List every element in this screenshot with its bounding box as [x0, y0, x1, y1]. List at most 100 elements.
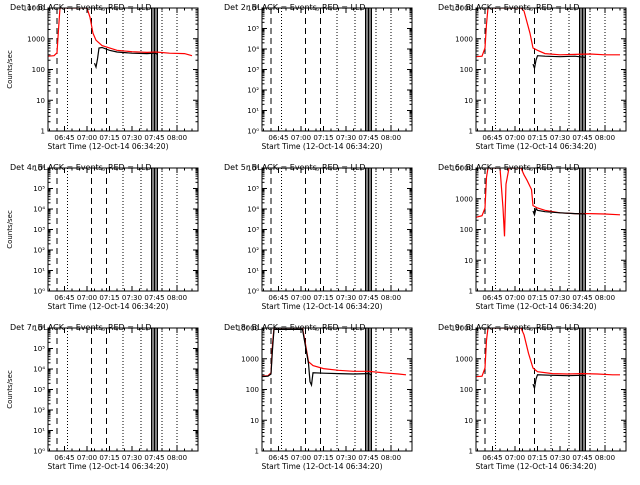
x-tick-label: 07:00 — [291, 454, 311, 462]
x-tick-label: 06:45 — [268, 294, 288, 302]
x-tick-label: 07:15 — [99, 454, 119, 462]
x-tick-label: 07:00 — [291, 134, 311, 142]
y-tick-label: 1000 — [241, 355, 259, 363]
y-tick-label: 10¹ — [33, 427, 45, 435]
x-tick-label: 07:00 — [291, 294, 311, 302]
x-tick-label: 07:15 — [527, 454, 547, 462]
x-tick-label: 07:15 — [313, 134, 333, 142]
x-tick-label: 07:30 — [336, 134, 356, 142]
x-axis-label: Start Time (12-Oct-14 06:34:20) — [475, 302, 596, 311]
x-axis-label: Start Time (12-Oct-14 06:34:20) — [475, 142, 596, 151]
x-tick-label: 08:00 — [595, 294, 615, 302]
events-series-line — [93, 46, 158, 70]
series-group — [262, 328, 407, 388]
x-tick-label: 07:45 — [144, 454, 164, 462]
y-tick-label: 10³ — [247, 66, 259, 74]
y-tick-label: 10⁴ — [247, 206, 259, 214]
detector-panel-1r: 1 10 100 1000 10000 06:45 07:00 07:15 07:30 07:45… — [6, 3, 199, 151]
y-tick-label: 10⁴ — [247, 46, 259, 54]
x-tick-label: 07:15 — [99, 134, 119, 142]
detector-panel-9r: 1 10 100 1000 10000 06:45 07:00 07:15 07:30 07:45… — [438, 323, 627, 471]
y-tick-label: 10⁵ — [33, 345, 45, 353]
y-tick-label: 10000 — [451, 165, 473, 173]
panel-title: Det 5r BLACK = Events, RED = LLD — [224, 163, 366, 172]
y-tick-label: 10⁴ — [33, 366, 45, 374]
y-tick-label: 10⁰ — [247, 128, 259, 136]
lld-series-line — [476, 168, 621, 237]
x-tick-label: 07:15 — [313, 294, 333, 302]
panel-title: Det 6r BLACK = Events, RED = LLD — [438, 163, 580, 172]
y-tick-label: 10 — [250, 417, 259, 425]
panel-title: Det 9r BLACK = Events, RED = LLD — [438, 323, 580, 332]
y-tick-label: 10 — [36, 97, 45, 105]
y-tick-label: 1000 — [27, 35, 45, 43]
y-tick-label: 1000 — [455, 355, 473, 363]
x-tick-label: 08:00 — [167, 294, 187, 302]
y-tick-label: 100 — [246, 386, 259, 394]
y-tick-label: 10 — [464, 257, 473, 265]
lld-series-line — [262, 328, 407, 377]
x-tick-label: 07:30 — [550, 454, 570, 462]
x-axis-label: Start Time (12-Oct-14 06:34:20) — [47, 142, 168, 151]
y-tick-label: 10⁵ — [247, 25, 259, 33]
x-tick-label: 07:30 — [122, 454, 142, 462]
y-tick-label: 1 — [469, 448, 473, 456]
x-tick-label: 07:15 — [313, 454, 333, 462]
y-tick-label: 10⁶ — [247, 165, 259, 173]
y-tick-label: 1000 — [455, 195, 473, 203]
y-tick-label: 10⁶ — [247, 5, 259, 13]
x-tick-label: 06:45 — [482, 294, 502, 302]
x-tick-label: 07:45 — [144, 134, 164, 142]
y-tick-label: 10⁰ — [247, 288, 259, 296]
y-tick-label: 10000 — [451, 5, 473, 13]
x-tick-label: 07:45 — [358, 454, 378, 462]
x-tick-label: 07:15 — [99, 294, 119, 302]
events-series-line — [532, 55, 586, 71]
x-axis-label: Start Time (12-Oct-14 06:34:20) — [47, 462, 168, 471]
x-tick-label: 07:15 — [527, 134, 547, 142]
panel-title: Det 2r BLACK = Events, RED = LLD — [224, 3, 366, 12]
y-tick-label: 10000 — [23, 5, 45, 13]
x-tick-label: 07:30 — [550, 294, 570, 302]
x-tick-label: 08:00 — [381, 134, 401, 142]
y-tick-label: 10⁶ — [33, 165, 45, 173]
x-tick-label: 07:45 — [572, 454, 592, 462]
x-tick-label: 07:00 — [77, 454, 97, 462]
x-tick-label: 06:45 — [268, 134, 288, 142]
y-tick-label: 10³ — [247, 226, 259, 234]
y-tick-label: 10⁰ — [33, 288, 45, 296]
x-tick-label: 08:00 — [381, 294, 401, 302]
x-tick-label: 08:00 — [595, 454, 615, 462]
series-group — [476, 8, 620, 71]
x-tick-label: 06:45 — [482, 134, 502, 142]
y-axis-label: Counts/sec — [6, 50, 14, 89]
y-tick-label: 100 — [32, 66, 45, 74]
panel-title: Det 7r BLACK = Events, RED = LLD — [10, 323, 152, 332]
detector-panel-3r: 1 10 100 1000 10000 06:45 07:00 07:15 07:30 07:45… — [438, 3, 627, 151]
y-tick-label: 10² — [247, 247, 259, 255]
y-tick-label: 10¹ — [247, 107, 259, 115]
x-tick-label: 08:00 — [167, 454, 187, 462]
lld-series-line — [48, 8, 193, 57]
panel-title: Det 1r BLACK = Events, RED = LLD — [10, 3, 152, 12]
y-tick-label: 10 — [464, 417, 473, 425]
panel-title: Det 3r BLACK = Events, RED = LLD — [438, 3, 580, 12]
y-tick-label: 10⁴ — [33, 206, 45, 214]
x-tick-label: 06:45 — [54, 294, 74, 302]
y-tick-label: 10² — [247, 87, 259, 95]
x-axis-label: Start Time (12-Oct-14 06:34:20) — [261, 142, 382, 151]
y-tick-label: 1 — [469, 288, 473, 296]
y-tick-label: 10³ — [33, 386, 45, 394]
series-group — [48, 8, 193, 70]
x-tick-label: 07:15 — [527, 294, 547, 302]
y-tick-label: 10000 — [237, 325, 259, 333]
x-tick-label: 07:30 — [336, 294, 356, 302]
y-tick-label: 10⁵ — [33, 185, 45, 193]
x-tick-label: 06:45 — [268, 454, 288, 462]
series-group — [476, 168, 621, 237]
y-axis-label: Counts/sec — [6, 370, 14, 409]
detector-panel-4r: 10⁰ 10¹ 10² 10³ 10⁴ 10⁵ 10⁶ 06:45 07:00 07:15 07:3… — [6, 163, 199, 311]
x-axis-label: Start Time (12-Oct-14 06:34:20) — [261, 302, 382, 311]
